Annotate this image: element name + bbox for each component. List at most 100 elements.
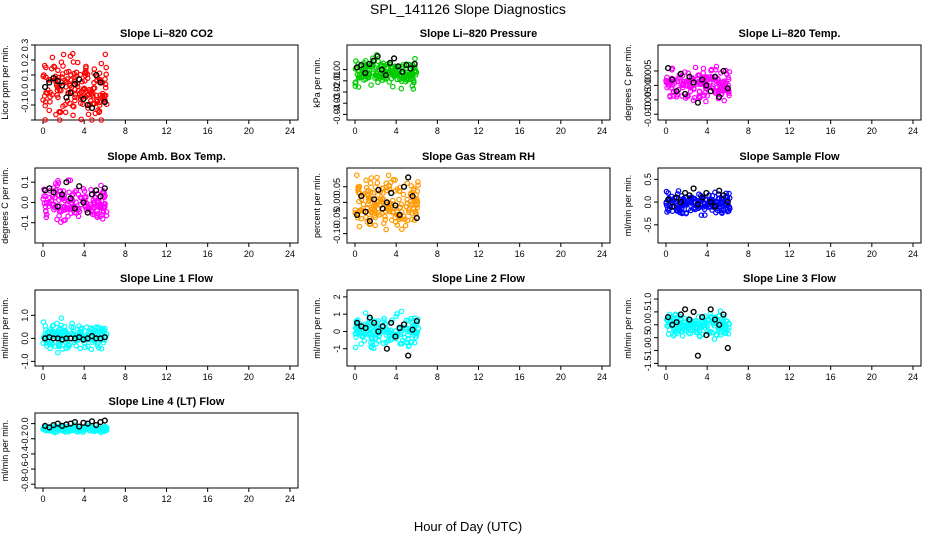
- data-point: [68, 324, 75, 330]
- data-point: [58, 59, 65, 66]
- y-tick-label: 0: [332, 329, 342, 334]
- mean-point: [690, 79, 697, 86]
- mean-point: [724, 344, 731, 352]
- y-tick-label: 0.0: [20, 84, 30, 97]
- data-point: [60, 103, 66, 110]
- y-tick-label: 0.0: [20, 196, 30, 209]
- data-point: [386, 182, 392, 189]
- y-tick-label: -0.005: [643, 87, 653, 113]
- mean-point: [400, 183, 408, 190]
- y-axis-label: degrees C per min.: [0, 167, 10, 244]
- panel-title: Slope Li–820 CO2: [120, 28, 213, 40]
- data-point: [355, 84, 362, 90]
- data-point: [368, 82, 374, 88]
- x-tick-label: 4: [705, 126, 710, 136]
- x-tick-label: 4: [82, 126, 87, 136]
- data-point: [668, 85, 675, 91]
- data-point: [98, 60, 105, 67]
- data-point: [97, 76, 103, 83]
- x-tick-label: 16: [515, 249, 525, 259]
- data-point: [679, 332, 686, 339]
- data-point: [97, 92, 103, 99]
- data-point: [679, 209, 686, 216]
- mean-point: [370, 57, 377, 64]
- data-point: [382, 216, 389, 223]
- mean-points: [41, 417, 108, 431]
- data-point: [66, 189, 72, 196]
- mean-point: [41, 83, 49, 91]
- data-point: [93, 92, 100, 99]
- data-point: [43, 334, 49, 341]
- data-point: [666, 322, 673, 328]
- data-point: [41, 186, 47, 193]
- data-point: [710, 83, 716, 89]
- y-tick-label: 1.0: [643, 293, 653, 306]
- data-point: [42, 102, 49, 109]
- mean-point: [383, 345, 391, 352]
- data-point: [56, 192, 62, 198]
- y-tick-label: -0.5: [643, 217, 653, 233]
- data-point: [725, 208, 732, 214]
- data-point: [40, 97, 46, 103]
- y-tick-label: -1: [332, 345, 342, 353]
- x-tick-label: 20: [556, 126, 566, 136]
- x-tick-label: 4: [705, 249, 710, 259]
- data-point: [382, 69, 389, 76]
- data-point: [695, 72, 701, 79]
- data-point: [412, 198, 418, 204]
- mean-point: [400, 321, 408, 328]
- data-point: [369, 206, 376, 213]
- x-tick-label: 12: [473, 249, 483, 259]
- data-point: [41, 62, 48, 69]
- mean-point: [354, 211, 361, 219]
- data-point: [374, 180, 381, 186]
- mean-point: [686, 73, 693, 80]
- y-axis-label: kPa per min.: [312, 57, 322, 108]
- data-point: [717, 332, 724, 338]
- data-point: [412, 55, 418, 62]
- data-point: [374, 320, 381, 326]
- data-point: [375, 210, 382, 216]
- mean-point: [392, 333, 399, 340]
- x-tick-label: 16: [826, 126, 836, 136]
- data-point: [101, 328, 108, 334]
- data-point: [59, 74, 65, 80]
- data-point: [666, 203, 673, 209]
- x-tick-label: 20: [867, 372, 877, 382]
- data-point: [721, 97, 728, 104]
- data-point: [388, 336, 394, 343]
- mean-point: [67, 89, 74, 97]
- mean-point: [716, 187, 723, 194]
- mean-point: [669, 203, 676, 210]
- data-point: [94, 212, 100, 219]
- x-tick-label: 4: [82, 372, 87, 382]
- y-tick-label: -0.2: [20, 431, 30, 447]
- data-point: [400, 191, 407, 198]
- data-point: [383, 64, 390, 71]
- x-tick-label: 16: [203, 126, 213, 136]
- data-point: [62, 217, 68, 223]
- x-tick-label: 4: [82, 249, 87, 259]
- data-point: [77, 345, 84, 352]
- mean-point: [362, 69, 369, 77]
- y-tick-label: -1.0: [643, 343, 653, 359]
- x-tick-label: 0: [40, 249, 45, 259]
- x-tick-label: 16: [826, 249, 836, 259]
- panel-title: Slope Line 2 Flow: [432, 273, 525, 285]
- panel-title: Slope Amb. Box Temp.: [107, 151, 226, 163]
- data-point: [67, 100, 73, 107]
- mean-point: [413, 214, 420, 222]
- data-point: [80, 86, 87, 92]
- data-point: [358, 196, 365, 203]
- mean-point: [399, 68, 406, 76]
- y-axis-label: Licor ppm per min.: [0, 45, 10, 120]
- data-point: [43, 193, 49, 200]
- y-tick-label: -0.5: [643, 330, 653, 346]
- y-tick-label: 0.1: [20, 69, 30, 82]
- data-point: [667, 314, 674, 321]
- data-point: [375, 192, 381, 198]
